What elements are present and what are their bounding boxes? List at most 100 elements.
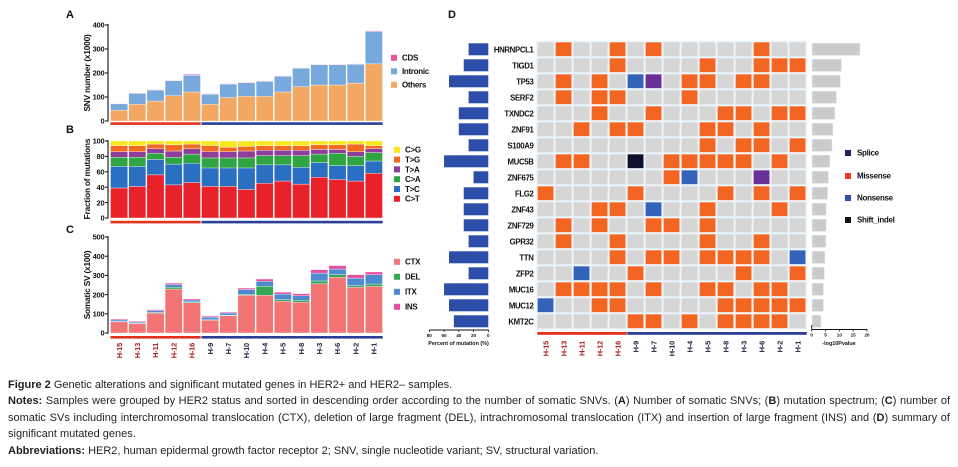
- cell-s100a9-h-4: [680, 137, 699, 153]
- bar-ins-h-9: [201, 315, 219, 318]
- bar-c-a-h-3: [310, 153, 329, 163]
- cell-serf2-h-8: [716, 89, 735, 105]
- legend: CTX DEL ITX INS: [394, 258, 421, 312]
- bar-ins-h-15: [110, 318, 128, 321]
- cell-znf729-h-10: [662, 217, 681, 233]
- legend-label-c-g: C>G: [405, 146, 421, 155]
- bar-ctx-h-12: [164, 288, 183, 334]
- cell-muc16-h-15: [536, 281, 555, 297]
- cell-tigd1-h-8: [716, 57, 735, 73]
- cell-znf675-h-12: [590, 169, 609, 185]
- legend-swatch-shift-indel: [845, 217, 851, 223]
- pvalue-bar-znf43: [812, 203, 827, 216]
- cell-muc12-h-4: [680, 297, 699, 313]
- sample-label-h-15: H-15: [541, 341, 550, 356]
- cell-kmt2c-h-1: [788, 313, 807, 329]
- bar-t-c-h-4: [255, 164, 274, 184]
- sample-label-h-10: H-10: [667, 341, 676, 356]
- gene-label-s100a9: S100A9: [507, 141, 534, 150]
- cell-gpr32-h-15: [536, 233, 555, 249]
- legend: CDS Intronic Others: [391, 54, 430, 90]
- cell-gpr32-h-1: [788, 233, 807, 249]
- bar-c-g-h-4: [255, 140, 274, 146]
- abbreviations-label: Abbreviations:: [8, 444, 86, 457]
- bar-t-c-h-9: [201, 167, 219, 187]
- cell-muc16-h-10: [662, 281, 681, 297]
- cell-znf675-h-9: [626, 169, 645, 185]
- cell-hnrnpcl1-h-13: [554, 41, 573, 57]
- cell-znf91-h-9: [626, 121, 645, 137]
- y-tick-label: 500: [93, 233, 105, 242]
- cell-znf729-h-8: [716, 217, 735, 233]
- caption-abbreviations: Abbreviations: HER2, human epidermal gro…: [8, 443, 950, 459]
- sample-label-h-13: H-13: [133, 343, 142, 358]
- cell-znf91-h-5: [698, 121, 717, 137]
- bar-t-a-h-7: [219, 151, 238, 159]
- cell-muc5b-h-2: [770, 153, 789, 169]
- cell-serf2-h-16: [608, 89, 627, 105]
- cell-flg2-h-12: [590, 185, 609, 201]
- bar-t-c-h-8: [292, 167, 310, 185]
- cell-flg2-h-10: [662, 185, 681, 201]
- cell-znf675-h-2: [770, 169, 789, 185]
- sample-label-h-4: H-4: [685, 340, 694, 352]
- cell-tigd1-h-15: [536, 57, 555, 73]
- cell-txndc2-h-3: [734, 105, 753, 121]
- cell-zfp2-h-5: [698, 265, 717, 281]
- cell-muc5b-h-10: [662, 153, 681, 169]
- sample-label-h-3: H-3: [315, 343, 324, 354]
- cell-txndc2-h-9: [626, 105, 645, 121]
- cell-znf675-h-7: [644, 169, 663, 185]
- legend-swatch-splice: [845, 150, 851, 156]
- bar-c-g-h-3: [310, 140, 329, 146]
- cell-znf43-h-4: [680, 201, 699, 217]
- cell-znf43-h-10: [662, 201, 681, 217]
- cell-s100a9-h-1: [788, 137, 807, 153]
- bar-t-g-h-7: [219, 146, 238, 152]
- cell-kmt2c-h-11: [572, 313, 591, 329]
- gene-label-tigd1: TIGD1: [512, 61, 534, 70]
- pvalue-bar-ttn: [812, 251, 825, 264]
- cell-znf729-h-2: [770, 217, 789, 233]
- sample-label-h-5: H-5: [279, 343, 288, 354]
- bar-others-h-12: [164, 95, 183, 122]
- bar-c-g-h-7: [219, 140, 238, 148]
- bar-intronic-h-1: [365, 31, 383, 65]
- y-tick-label: 100: [93, 137, 105, 146]
- percent-bar-muc16: [444, 283, 489, 296]
- bar-c-a-h-6: [328, 153, 347, 166]
- cell-hnrnpcl1-h-16: [608, 41, 627, 57]
- cell-gpr32-h-2: [770, 233, 789, 249]
- cell-kmt2c-h-13: [554, 313, 573, 329]
- cell-znf91-h-10: [662, 121, 681, 137]
- panel-label-a: A: [66, 9, 74, 21]
- cell-tigd1-h-4: [680, 57, 699, 73]
- sample-group-bar: [627, 332, 807, 335]
- pvalue-axis-tick-label: 10: [837, 333, 843, 338]
- bar-itx-h-2: [346, 277, 365, 286]
- cell-znf729-h-5: [698, 217, 717, 233]
- sample-label-h-13: H-13: [559, 341, 568, 356]
- sample-label-h-9: H-9: [206, 343, 215, 354]
- notes-panel-ref-d: D: [876, 411, 885, 424]
- bar-t-a-h-11: [146, 148, 165, 154]
- cell-txndc2-h-2: [770, 105, 789, 121]
- sample-label-h-12: H-12: [595, 341, 604, 356]
- cell-muc12-h-15: [536, 297, 555, 313]
- cell-zfp2-h-2: [770, 265, 789, 281]
- cell-tigd1-h-10: [662, 57, 681, 73]
- cell-gpr32-h-4: [680, 233, 699, 249]
- y-tick-label: 300: [93, 45, 105, 54]
- cell-znf675-h-13: [554, 169, 573, 185]
- cell-znf91-h-12: [590, 121, 609, 137]
- cell-znf43-h-8: [716, 201, 735, 217]
- legend-swatch-ins: [394, 303, 400, 310]
- percent-axis-tick-label: 60: [441, 333, 447, 338]
- cell-zfp2-h-8: [716, 265, 735, 281]
- cell-znf729-h-11: [572, 217, 591, 233]
- bar-del-h-5: [274, 299, 292, 302]
- gene-label-znf91: ZNF91: [511, 125, 534, 134]
- cell-txndc2-h-13: [554, 105, 573, 121]
- cell-znf729-h-3: [734, 217, 753, 233]
